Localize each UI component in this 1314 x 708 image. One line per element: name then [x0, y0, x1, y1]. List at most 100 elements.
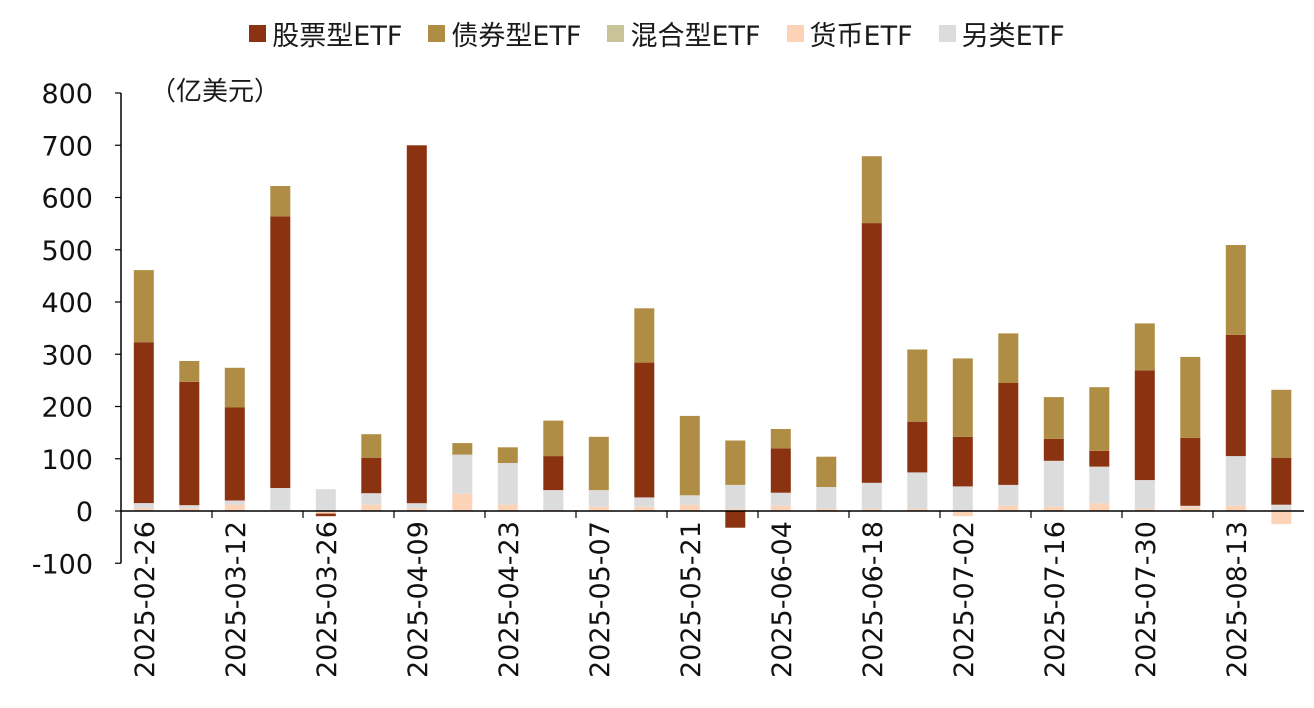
- unit-label: （亿美元）: [150, 77, 280, 107]
- bar-segment-alt-2025-05-07: [588, 490, 609, 507]
- bar-segment-bond-2025-06-18: [861, 156, 882, 224]
- bar-segment-stock-2025-07-23: [1089, 450, 1110, 467]
- y-tick-label: 800: [41, 79, 93, 110]
- x-tick-label: 2025-04-09: [403, 521, 434, 678]
- bar-segment-stock-2025-04-30: [543, 456, 564, 491]
- bar-segment-money-2025-04-23: [497, 504, 518, 511]
- bar-segment-money-2025-08-06: [1180, 506, 1201, 511]
- bar-segment-bond-2025-06-11: [816, 456, 837, 487]
- bar-segment-money-2025-06-04: [770, 505, 791, 511]
- bar-segment-money-2025-04-09: [406, 508, 427, 511]
- bar-segment-stock-2025-07-16: [1043, 438, 1064, 461]
- bar-segment-alt-2025-08-13: [1225, 456, 1246, 506]
- bar-segment-bond-2025-07-30: [1134, 323, 1155, 371]
- legend-label-money: 货币ETF: [809, 21, 913, 52]
- bar-segment-money-2025-08-20: [1271, 511, 1292, 525]
- legend-label-bond: 债券型ETF: [451, 21, 582, 52]
- x-tick-label: 2025-05-07: [585, 521, 616, 678]
- bar-segment-bond-2025-04-16: [452, 443, 473, 455]
- bar-segment-bond-2025-07-23: [1089, 387, 1110, 451]
- bar-segment-money-2025-07-16: [1043, 506, 1064, 511]
- legend-label-stock: 股票型ETF: [272, 21, 403, 52]
- bar-segment-stock-2025-06-25: [907, 421, 928, 473]
- x-tick-label: 2025-02-26: [130, 521, 161, 678]
- bar-segment-money-2025-07-30: [1134, 508, 1155, 511]
- bar-segment-stock-2025-03-19: [270, 216, 291, 489]
- bar-segment-money-2025-04-16: [452, 493, 473, 511]
- x-tick-label: 2025-03-26: [312, 521, 343, 678]
- legend-label-mixed: 混合型ETF: [630, 21, 761, 52]
- bar-segment-stock-2025-08-13: [1225, 334, 1246, 457]
- y-tick-label: 300: [41, 340, 93, 371]
- bar-segment-bond-2025-04-02: [361, 434, 382, 458]
- bar-segment-bond-2025-07-09: [998, 333, 1019, 383]
- bar-segment-money-2025-03-12: [224, 504, 245, 511]
- x-tick-label: 2025-07-30: [1131, 521, 1162, 678]
- bar-segment-alt-2025-07-23: [1089, 466, 1110, 504]
- bar-segment-alt-2025-07-30: [1134, 480, 1155, 509]
- bar-segment-stock-2025-02-26: [133, 342, 154, 504]
- bar-segment-bond-2025-08-06: [1180, 356, 1201, 438]
- bar-segment-alt-2025-03-26: [315, 489, 336, 511]
- bar-segment-bond-2025-03-19: [270, 186, 291, 217]
- bar-segment-bond-2025-08-13: [1225, 245, 1246, 335]
- legend-swatch-money: [786, 25, 804, 42]
- bar-segment-alt-2025-06-04: [770, 492, 791, 506]
- bar-segment-money-2025-05-21: [679, 504, 700, 511]
- y-tick-label: 400: [41, 288, 93, 319]
- bar-segment-stock-2025-08-06: [1180, 437, 1201, 506]
- bar-segment-bond-2025-03-05: [179, 361, 200, 382]
- bar-segment-alt-2025-06-18: [861, 482, 882, 509]
- bar-segment-money-2025-08-13: [1225, 505, 1246, 511]
- legend-item-bond: 债券型ETF: [428, 14, 581, 53]
- bar-segment-stock-2025-08-20: [1271, 457, 1292, 505]
- legend-item-stock: 股票型ETF: [249, 14, 402, 53]
- bar-segment-alt-2025-07-09: [998, 484, 1019, 506]
- bar-segment-alt-2025-08-20: [1271, 504, 1292, 511]
- legend-item-alt: 另类ETF: [938, 14, 1065, 53]
- x-tick-label: 2025-05-21: [676, 521, 707, 678]
- x-tick-label: 2025-06-04: [767, 521, 798, 678]
- bar-segment-alt-2025-03-19: [270, 488, 291, 510]
- bar-segment-bond-2025-03-12: [224, 367, 245, 408]
- bar-segment-alt-2025-03-12: [224, 500, 245, 505]
- legend-label-alt: 另类ETF: [961, 21, 1065, 52]
- legend-swatch-alt: [938, 25, 956, 42]
- bar-segment-bond-2025-02-26: [133, 270, 154, 343]
- bar-segment-alt-2025-02-26: [133, 503, 154, 509]
- bar-segment-alt-2025-07-02: [952, 486, 973, 511]
- y-tick-label: 700: [41, 131, 93, 162]
- x-tick-label: 2025-08-13: [1222, 521, 1253, 678]
- bar-segment-money-2025-05-28: [725, 508, 746, 511]
- y-tick-label: -100: [32, 549, 93, 580]
- bar-segment-alt-2025-03-05: [179, 505, 200, 509]
- x-tick-label: 2025-03-12: [221, 521, 252, 678]
- bar-segment-stock-2025-03-26: [315, 513, 336, 517]
- bar-segment-money-2025-07-23: [1089, 503, 1110, 511]
- bar-segment-stock-2025-07-02: [952, 436, 973, 487]
- y-tick-label: 200: [41, 393, 93, 424]
- bar-segment-alt-2025-06-11: [816, 487, 837, 509]
- bar-segment-money-2025-03-26: [315, 511, 336, 514]
- bar-segment-bond-2025-08-20: [1271, 389, 1292, 458]
- legend-swatch-bond: [428, 25, 446, 42]
- bar-segment-stock-2025-07-09: [998, 383, 1019, 485]
- bar-segment-alt-2025-05-14: [634, 497, 655, 507]
- bar-segment-bond-2025-04-23: [497, 447, 518, 463]
- legend-swatch-stock: [249, 25, 267, 42]
- bar-segment-bond-2025-05-14: [634, 308, 655, 363]
- bar-segment-stock-2025-07-30: [1134, 370, 1155, 481]
- bar-segment-money-2025-06-18: [861, 508, 882, 511]
- bar-segment-money-2025-05-07: [588, 506, 609, 511]
- bar-segment-money-2025-07-09: [998, 505, 1019, 511]
- bar-segment-bond-2025-06-04: [770, 429, 791, 449]
- bar-segment-alt-2025-07-16: [1043, 460, 1064, 507]
- bar-segment-money-2025-06-25: [907, 508, 928, 511]
- bar-segment-bond-2025-04-30: [543, 420, 564, 457]
- bar-segment-stock-2025-05-14: [634, 362, 655, 498]
- bar-segment-alt-2025-05-21: [679, 495, 700, 505]
- bar-segment-alt-2025-06-25: [907, 472, 928, 509]
- x-tick-label: 2025-04-23: [494, 521, 525, 678]
